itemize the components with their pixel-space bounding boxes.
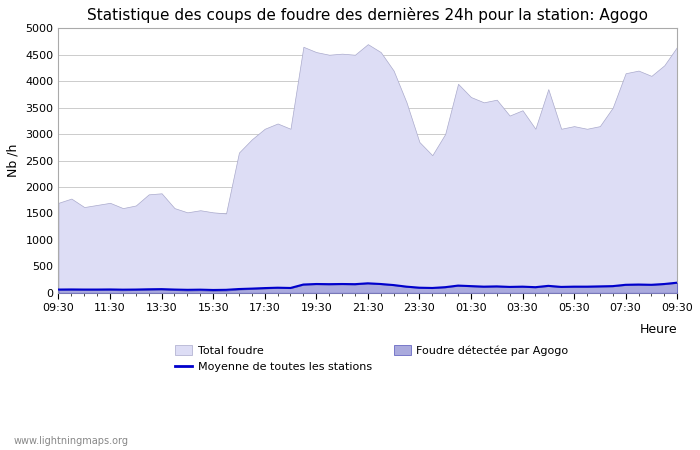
Y-axis label: Nb /h: Nb /h xyxy=(7,144,20,177)
Legend: Total foudre, Moyenne de toutes les stations, Foudre détectée par Agogo: Total foudre, Moyenne de toutes les stat… xyxy=(176,345,568,372)
Text: Heure: Heure xyxy=(640,323,677,336)
Title: Statistique des coups de foudre des dernières 24h pour la station: Agogo: Statistique des coups de foudre des dern… xyxy=(88,7,648,23)
Text: www.lightningmaps.org: www.lightningmaps.org xyxy=(14,436,129,446)
